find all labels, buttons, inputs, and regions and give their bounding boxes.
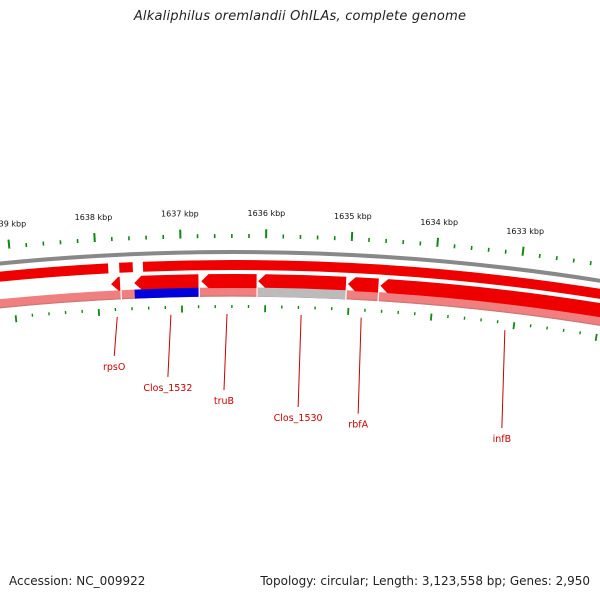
- scale-label: 1639 kbp: [0, 220, 26, 229]
- scale-label: 1635 kbp: [334, 212, 372, 221]
- gene-leader-line: [297, 314, 302, 408]
- scale-label: 1638 kbp: [75, 213, 113, 222]
- gene-leader-line: [501, 330, 506, 429]
- gene-leader-line: [357, 317, 362, 414]
- accession-text: Accession: NC_009922: [9, 574, 146, 588]
- scale-label: 1637 kbp: [161, 210, 199, 219]
- minor-tick: [572, 258, 575, 263]
- gene-arrow-rbfa: [347, 277, 379, 293]
- gene-label-clos_1530: Clos_1530: [274, 413, 323, 424]
- major-tick: [7, 239, 11, 249]
- map-title: Alkaliphilus oremlandii OhILAs, complete…: [133, 9, 467, 24]
- scale-label: 1634 kbp: [420, 218, 458, 227]
- inner-major-tick: [594, 333, 598, 341]
- scale-label: 1633 kbp: [506, 227, 544, 236]
- minor-tick: [555, 256, 558, 261]
- forward-strand-segment: [0, 263, 109, 282]
- gene-highlight-clos_1530: [258, 287, 346, 300]
- topology-text: Topology: circular; Length: 3,123,558 bp…: [260, 574, 590, 588]
- gene-label-rpso: rpsO: [103, 362, 125, 373]
- gene-arrow-clos_1530: [258, 274, 347, 291]
- gene-leader-line: [167, 314, 172, 377]
- scale-label: 1636 kbp: [248, 209, 286, 218]
- major-tick: [521, 246, 525, 256]
- reverse-strand-band: [0, 287, 600, 326]
- gene-leader-line: [113, 316, 118, 356]
- gene-arrow-rpso: [111, 276, 121, 291]
- gene-arrow-trub: [201, 274, 257, 289]
- inner-major-tick: [512, 322, 516, 330]
- inner-major-tick: [429, 313, 433, 321]
- gene-label-clos_1532: Clos_1532: [143, 383, 192, 394]
- forward-strand-segment: [142, 260, 600, 299]
- gene-arrow-infb: [380, 279, 600, 318]
- gene-arrow-clos_1532: [134, 274, 199, 290]
- forward-strand-segment: [119, 262, 133, 273]
- gene-label-rbfa: rbfA: [348, 420, 368, 431]
- minor-tick: [538, 253, 541, 258]
- backbone-arc: [0, 250, 600, 283]
- inner-major-tick: [14, 315, 18, 323]
- gene-leader-line: [223, 313, 228, 391]
- major-tick: [436, 237, 440, 247]
- major-tick: [93, 232, 96, 243]
- reverse-strand-edge: [0, 295, 600, 326]
- minor-tick: [589, 261, 592, 266]
- gene-label-trub: truB: [214, 396, 234, 407]
- gene-label-infb: infB: [493, 434, 512, 445]
- gene-highlight-clos_1532: [134, 287, 199, 299]
